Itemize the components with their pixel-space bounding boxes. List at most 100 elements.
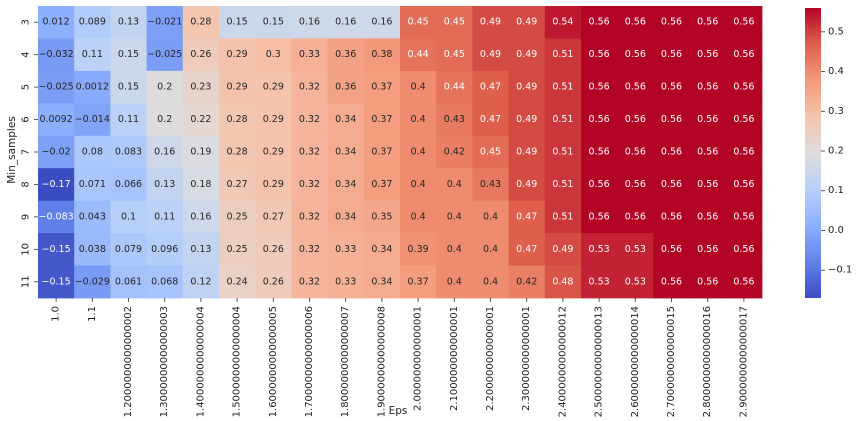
cell-value-label: 0.25 (227, 211, 248, 222)
heatmap-cell (653, 233, 690, 266)
heatmap-cell (363, 168, 401, 202)
cell-value-label: 0.56 (589, 211, 610, 222)
cell-value-label: 0.27 (227, 179, 248, 190)
cell-value-label: −0.032 (39, 49, 74, 60)
heatmap-cell (291, 200, 328, 234)
cell-value-label: 0.29 (227, 82, 248, 93)
heatmap-cell (400, 233, 437, 266)
heatmap-cell (725, 233, 763, 266)
cell-value-label: 0.0012 (76, 82, 109, 93)
heatmap-cell (255, 70, 292, 104)
heatmap-cell (255, 6, 292, 39)
heatmap-cell (182, 6, 220, 39)
heatmap-cell (146, 200, 184, 234)
cell-value-label: 0.2 (157, 82, 172, 93)
cell-value-label: 0.39 (408, 244, 429, 255)
heatmap-cell (544, 233, 582, 266)
cell-value-label: 0.16 (371, 17, 392, 28)
heatmap-cell (327, 200, 365, 234)
heatmap-cell (291, 103, 328, 137)
heatmap-cell (327, 70, 365, 104)
heatmap-cell (689, 200, 727, 234)
heatmap-cell (472, 233, 509, 266)
heatmap-cell (219, 168, 256, 202)
cell-value-label: 0.29 (263, 147, 284, 158)
heatmap-cell (617, 6, 654, 39)
cell-value-label: 0.16 (299, 17, 320, 28)
heatmap-cell (110, 6, 147, 39)
heatmap-cell (617, 135, 654, 169)
cell-value-label: 0.56 (589, 82, 610, 93)
x-tick-label: 1.8000000000000007 (340, 306, 351, 417)
cell-value-label: 0.22 (190, 114, 211, 125)
cell-value-label: 0.13 (154, 179, 175, 190)
heatmap-cell (653, 168, 690, 202)
cell-value-label: 0.18 (190, 179, 211, 190)
cell-value-label: −0.014 (75, 114, 110, 125)
cell-value-label: 0.15 (263, 17, 284, 28)
cell-value-label: 0.49 (516, 179, 537, 190)
cell-value-label: 0.56 (661, 17, 682, 28)
cell-value-label: 0.44 (408, 49, 429, 60)
cell-value-label: 0.26 (190, 49, 211, 60)
cell-value-label: 0.56 (697, 49, 718, 60)
heatmap-cell (508, 70, 546, 104)
cell-value-label: 0.56 (625, 82, 646, 93)
heatmap-cell (653, 103, 690, 137)
cell-value-label: 0.56 (697, 211, 718, 222)
cell-value-label: 0.48 (552, 276, 573, 287)
cell-value-label: 0.37 (408, 276, 429, 287)
cell-value-label: 0.53 (589, 276, 610, 287)
heatmap-cell (74, 70, 111, 104)
heatmap-cell (400, 200, 437, 234)
heatmap-cell (219, 135, 256, 169)
heatmap-cell (508, 233, 546, 266)
heatmap-cell (544, 103, 582, 137)
heatmap-cell (74, 38, 111, 72)
cell-value-label: 0.51 (552, 211, 573, 222)
cell-value-label: 0.34 (371, 276, 392, 287)
x-tick-label: 2.100000000000001 (449, 306, 460, 411)
heatmap-cell (544, 6, 582, 39)
heatmap-cell (689, 6, 727, 39)
cell-value-label: 0.53 (589, 244, 610, 255)
colorbar-tick-label: −0.1 (828, 265, 852, 276)
cell-value-label: 0.29 (263, 82, 284, 93)
cell-value-label: 0.066 (115, 179, 142, 190)
cell-value-label: 0.32 (299, 114, 320, 125)
cell-value-label: 0.2 (157, 114, 172, 125)
heatmap-cell (291, 38, 328, 72)
heatmap-cell (653, 200, 690, 234)
heatmap-cell (110, 168, 147, 202)
cell-value-label: 0.36 (335, 82, 356, 93)
heatmap-cell (581, 6, 618, 39)
cell-value-label: −0.15 (42, 244, 71, 255)
heatmap-cell (110, 200, 147, 234)
cell-value-label: −0.025 (39, 82, 74, 93)
cell-value-label: 0.0092 (39, 114, 72, 125)
heatmap-cell (110, 265, 147, 299)
heatmap-cell (508, 103, 546, 137)
heatmap-cell (219, 38, 256, 72)
heatmap-cell (255, 168, 292, 202)
x-tick-label: 2.200000000000001 (485, 306, 496, 411)
x-tick-label: 1.3000000000000003 (159, 306, 170, 417)
cell-value-label: 0.16 (335, 17, 356, 28)
heatmap-cell (146, 70, 184, 104)
colorbar-tick-label: 0.4 (828, 66, 844, 77)
cell-value-label: 0.16 (190, 211, 211, 222)
cell-value-label: 0.51 (552, 179, 573, 190)
cell-value-label: 0.012 (42, 17, 69, 28)
x-tick-label: 1.7000000000000006 (304, 306, 315, 417)
heatmap-cell (436, 168, 473, 202)
cell-value-label: 0.56 (697, 179, 718, 190)
heatmap-cell (38, 233, 75, 266)
heatmap-cell (436, 38, 473, 72)
cell-value-label: 0.4 (411, 147, 426, 158)
cell-value-label: 0.53 (625, 276, 646, 287)
heatmap-cell (291, 70, 328, 104)
heatmap-cell (689, 103, 727, 137)
heatmap-cell (38, 135, 75, 169)
cell-value-label: 0.47 (516, 244, 537, 255)
cell-value-label: 0.34 (371, 244, 392, 255)
